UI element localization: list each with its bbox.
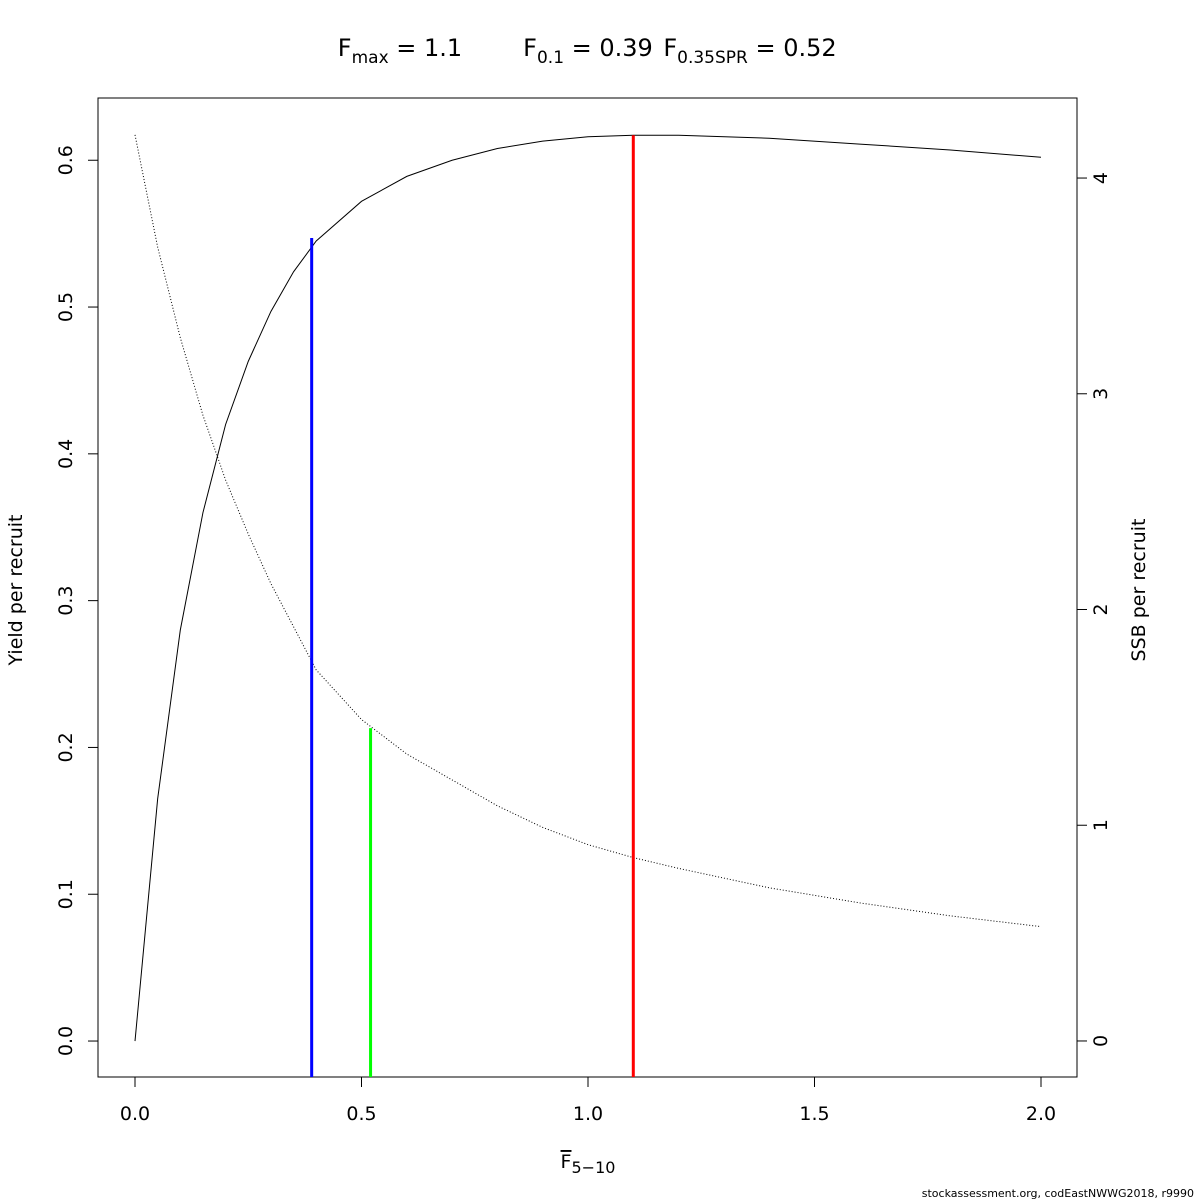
y2-tick-label: 4 xyxy=(1090,172,1112,184)
chart-title: F0.1 = 0.39 xyxy=(523,34,653,68)
chart-title: Fmax = 1.1 xyxy=(338,34,462,68)
x-tick-label: 1.0 xyxy=(573,1103,603,1125)
y2-axis-label: SSB per recruit xyxy=(1128,519,1150,662)
title-subscript: 0.1 xyxy=(537,48,564,68)
x-tick-label: 0.0 xyxy=(120,1103,150,1125)
title-subscript: 0.35SPR xyxy=(677,48,748,68)
x-tick-label: 0.5 xyxy=(346,1103,376,1125)
y-tick-label: 0.0 xyxy=(55,1026,77,1056)
chart-title: F0.35SPR = 0.52 xyxy=(663,34,836,68)
x-axis-label: F5−10 xyxy=(561,1151,616,1177)
y-tick-label: 0.5 xyxy=(55,292,77,322)
footer: stockassessment.org, codEastNWWG2018, r9… xyxy=(922,1187,1194,1200)
y2-tick-label: 1 xyxy=(1090,819,1112,831)
y-axis-label: Yield per recruit xyxy=(5,515,27,667)
y2-tick-label: 0 xyxy=(1090,1035,1112,1047)
y-tick-label: 0.2 xyxy=(55,732,77,762)
x-label-symbol: F xyxy=(561,1151,572,1173)
series-line xyxy=(134,134,1042,928)
title-symbol: F xyxy=(663,34,677,62)
y-tick-label: 0.1 xyxy=(55,879,77,909)
title-value: = 0.52 xyxy=(748,34,837,62)
title-value: = 0.39 xyxy=(564,34,653,62)
x-label-subscript: 5−10 xyxy=(571,1158,615,1177)
title-symbol: F xyxy=(523,34,537,62)
y2-tick-label: 3 xyxy=(1090,388,1112,400)
x-tick-label: 2.0 xyxy=(1026,1103,1056,1125)
title-symbol: F xyxy=(338,34,352,62)
y-tick-label: 0.4 xyxy=(55,439,77,469)
x-tick-label: 1.5 xyxy=(799,1103,829,1125)
series-line xyxy=(134,134,1042,1042)
plot-frame xyxy=(97,97,1078,1078)
y2-tick-label: 2 xyxy=(1090,603,1112,615)
title-subscript: max xyxy=(352,48,389,68)
title-value: = 1.1 xyxy=(389,34,463,62)
y-tick-label: 0.3 xyxy=(55,586,77,616)
y-tick-label: 0.6 xyxy=(55,145,77,175)
